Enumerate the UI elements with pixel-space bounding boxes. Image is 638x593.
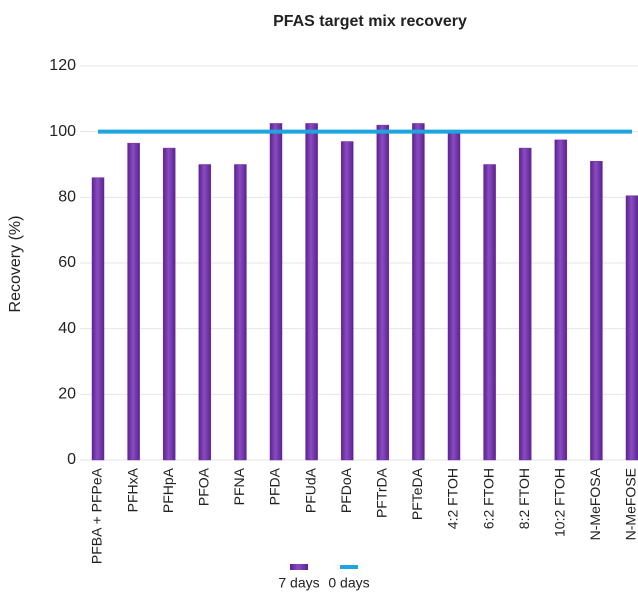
bar xyxy=(625,195,638,461)
y-tick-label: 120 xyxy=(49,57,76,74)
x-tick-label: PFDoA xyxy=(338,467,354,513)
bar xyxy=(269,123,283,461)
x-tick-label: PFUdA xyxy=(302,467,318,513)
bar xyxy=(340,141,354,461)
x-tick-label: 4:2 FTOH xyxy=(445,468,461,529)
bar xyxy=(91,177,105,461)
y-tick-label: 60 xyxy=(58,254,76,271)
x-tick-label: PFHpA xyxy=(160,467,176,513)
bar xyxy=(198,164,212,461)
x-tick-label: N-MeFOSA xyxy=(587,467,603,540)
bar xyxy=(412,123,425,461)
bar xyxy=(554,139,568,461)
bar xyxy=(447,131,461,461)
bar xyxy=(518,147,532,461)
chart-title: PFAS target mix recovery xyxy=(273,13,467,30)
bar xyxy=(305,123,318,461)
x-tick-label: PFOA xyxy=(196,467,212,506)
x-tick-label: PFHxA xyxy=(124,467,140,512)
x-tick-label: 10:2 FTOH xyxy=(552,468,568,537)
legend-label: 0 days xyxy=(328,575,369,591)
x-tick-label: 6:2 FTOH xyxy=(480,468,496,529)
bar xyxy=(162,147,176,461)
y-axis-label: Recovery (%) xyxy=(7,216,24,313)
legend-swatch xyxy=(290,564,308,570)
bar xyxy=(483,164,496,461)
x-tick-label: 8:2 FTOH xyxy=(516,468,532,529)
x-tick-label: PFTeDA xyxy=(409,467,425,520)
bar xyxy=(376,124,390,461)
x-tick-label: PFTrDA xyxy=(374,467,390,518)
y-tick-label: 80 xyxy=(58,189,76,206)
y-tick-label: 40 xyxy=(58,320,76,337)
y-tick-label: 100 xyxy=(49,123,76,140)
bar xyxy=(590,160,603,461)
x-tick-label: PFNA xyxy=(231,467,247,505)
y-tick-label: 0 xyxy=(67,451,76,468)
y-tick-label: 20 xyxy=(58,386,76,403)
legend-label: 7 days xyxy=(278,575,319,591)
x-tick-label: PFDA xyxy=(267,467,283,505)
bar xyxy=(234,164,247,461)
bar xyxy=(127,142,140,461)
x-tick-label: PFBA + PFPeA xyxy=(89,467,105,564)
x-tick-label: N-MeFOSE xyxy=(623,468,638,540)
